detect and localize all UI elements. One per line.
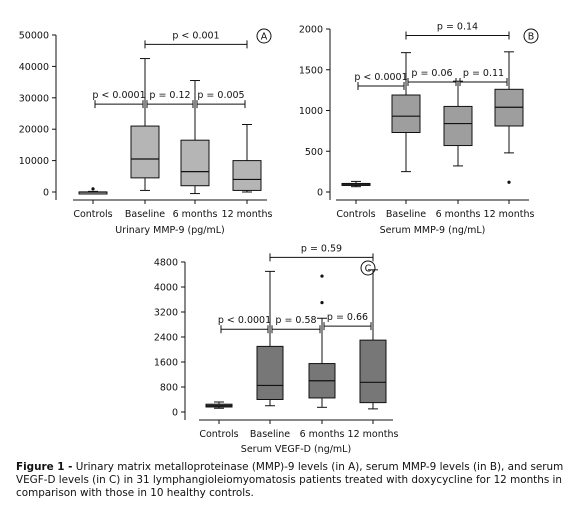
y-tick-label: 2000 [299, 25, 323, 36]
x-tick-label: 6 months [436, 209, 481, 220]
caption-lead: Figure 1 - [16, 461, 73, 473]
outlier-point [320, 301, 324, 305]
p-value-label: p = 0.11 [463, 68, 504, 79]
outlier-point [91, 187, 95, 191]
y-tick-label: 4000 [154, 283, 178, 294]
p-value-label: p < 0.0001 [218, 315, 271, 326]
x-axis-title: Serum VEGF-D (ng/mL) [241, 444, 351, 455]
p-value-label: p = 0.58 [275, 315, 316, 326]
box-baseline [391, 94, 421, 134]
y-tick-label: 1500 [299, 65, 323, 76]
panel-label-circle [256, 28, 272, 44]
box-baseline [130, 125, 160, 179]
y-tick-label: 0 [172, 408, 178, 419]
p-value-label: p < 0.0001 [354, 72, 407, 83]
box-6-months [180, 139, 210, 187]
panel-label: C [365, 264, 372, 275]
y-tick-label: 1600 [154, 358, 178, 369]
p-value-label: p = 0.14 [437, 22, 478, 33]
y-tick-label: 2400 [154, 333, 178, 344]
p-value-label: p = 0.005 [197, 90, 244, 101]
p-value-label: p < 0.0001 [92, 90, 145, 101]
y-tick-label: 3200 [154, 308, 178, 319]
panel-label-circle [360, 260, 376, 276]
y-tick-label: 50000 [19, 31, 49, 42]
box-12-months [232, 160, 262, 191]
x-tick-label: 12 months [222, 209, 273, 220]
panel-label: A [261, 32, 268, 43]
p-value-label: p = 0.12 [149, 90, 190, 101]
panel-label-circle [523, 28, 539, 44]
y-tick-label: 40000 [19, 62, 49, 73]
y-tick-label: 800 [160, 383, 178, 394]
x-tick-label: 12 months [348, 429, 399, 440]
outlier-point [507, 180, 511, 184]
x-tick-label: Controls [336, 209, 375, 220]
outlier-point [320, 274, 324, 278]
p-value-label: p = 0.59 [301, 243, 342, 254]
p-value-label: p = 0.66 [327, 312, 368, 323]
panel-A: 0 10000 20000 30000 40000 50000 Controls Baseli… [19, 28, 273, 236]
x-tick-label: Baseline [386, 209, 426, 220]
x-tick-label: Baseline [125, 209, 165, 220]
x-axis-title: Serum MMP-9 (ng/mL) [380, 225, 486, 236]
panel-B: 0 500 1000 1500 2000 Controls Baseline 6 months… [299, 22, 539, 236]
x-axis-title: Urinary MMP-9 (pg/mL) [115, 225, 225, 236]
panel-label: B [528, 32, 535, 43]
y-tick-label: 0 [317, 188, 323, 199]
y-tick-label: 30000 [19, 93, 49, 104]
y-tick-label: 20000 [19, 125, 49, 136]
y-tick-label: 4800 [154, 258, 178, 269]
y-tick-label: 500 [305, 147, 323, 158]
x-tick-label: 6 months [173, 209, 218, 220]
p-value-label: p = 0.06 [411, 68, 452, 79]
y-tick-label: 0 [43, 188, 49, 199]
box-12-months [359, 339, 387, 404]
figure-caption: Figure 1 - Urinary matrix metalloprotein… [16, 461, 564, 500]
x-tick-label: Controls [199, 429, 238, 440]
x-tick-label: Controls [73, 209, 112, 220]
x-tick-label: 12 months [484, 209, 535, 220]
y-tick-label: 10000 [19, 156, 49, 167]
box-baseline [256, 345, 284, 400]
box-6-months [443, 105, 473, 147]
p-value-label: p < 0.001 [172, 30, 219, 41]
x-tick-label: Baseline [250, 429, 290, 440]
panel-C: 0 800 1600 2400 3200 4000 4800 Controls Baseline… [154, 243, 399, 455]
caption-text: Urinary matrix metalloproteinase (MMP)-9… [16, 461, 564, 499]
x-tick-label: 6 months [300, 429, 345, 440]
y-tick-label: 1000 [299, 106, 323, 117]
